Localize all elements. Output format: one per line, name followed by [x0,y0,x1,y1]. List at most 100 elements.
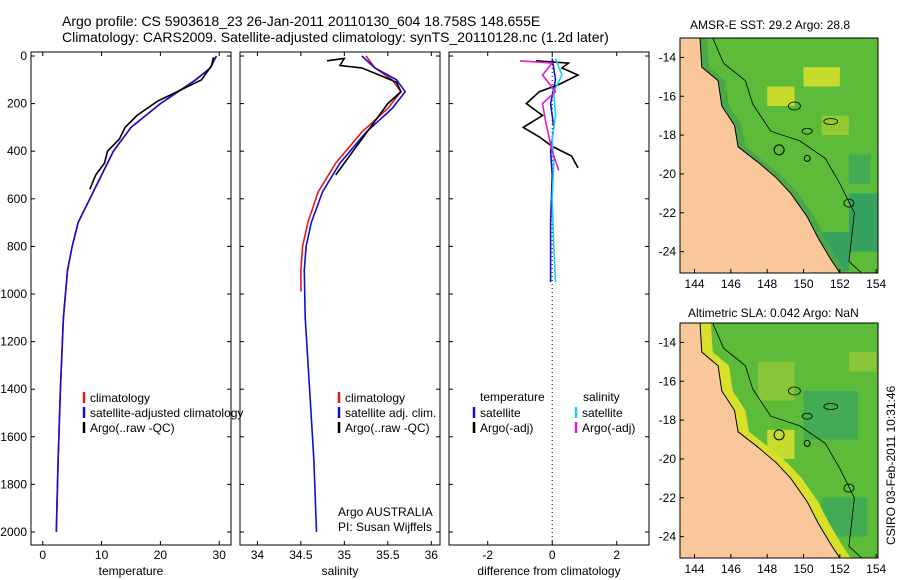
secondary-marker [803,439,811,447]
y-tick-label: 800 [7,239,27,253]
colour-patch [848,193,878,252]
colour-patch [758,361,795,401]
map-frame [679,37,879,274]
legend-item-argo: Argo(..raw -QC) [90,421,175,435]
lat-tick-label: -18 [659,413,677,427]
panel-frame-2 [239,51,441,546]
legend-heading-salinity: salinity [583,390,620,404]
lat-tick-label: -14 [659,335,677,349]
lat-tick-label: -14 [659,50,677,64]
y-tick-label: 600 [7,192,27,206]
reef-outline [788,386,801,396]
legend-item-satellite: satellite-adjusted climatology [90,406,243,420]
sst-map-title: AMSR-E SST: 29.2 Argo: 28.8 [690,18,851,32]
plot-title-line2: Climatology: CARS2009. Satellite-adjuste… [62,29,609,45]
lon-tick-label: 150 [794,277,814,291]
lon-tick-label: 152 [830,277,850,291]
colour-patch [821,115,849,136]
secondary-marker [803,154,811,162]
legend-item-sal-satellite: satellite [582,406,623,420]
x-tick-label: 34.5 [289,548,313,562]
argo-position-marker [773,144,785,156]
legend-item-climatology: climatology [345,391,405,405]
y-tick-label: 1600 [0,430,27,444]
x-tick-label: 20 [154,548,168,562]
panel-frame-1 [30,51,232,546]
legend-item-satellite: satellite adj. clim. [345,406,436,420]
lat-tick-label: -18 [659,128,677,142]
reef-outline [788,101,801,111]
reef-outline [823,118,839,125]
lat-tick-label: -16 [659,89,677,103]
lon-tick-label: 146 [721,562,741,576]
lat-tick-label: -16 [659,374,677,388]
reef-outline [843,483,855,493]
series-line-argo---raw--qc- [89,57,215,190]
lat-tick-label: -24 [659,530,677,544]
y-tick-label: 1800 [0,477,27,491]
sla-map [680,323,878,558]
y-tick-label: 0 [20,49,27,63]
plot-title-line1: Argo profile: CS 5903618_23 26-Jan-2011 … [62,13,541,29]
series-line-climatology [300,55,402,292]
legend-item-climatology: climatology [90,391,150,405]
x-axis-label: difference from climatology [477,564,620,578]
land-area [680,323,841,558]
legend-item-temp-satellite: satellite [480,406,521,420]
sst-map [680,38,878,273]
x-axis-label: salinity [322,564,359,578]
panel-frame-3 [448,51,650,546]
lon-tick-label: 154 [866,562,886,576]
x-tick-label: 30 [213,548,227,562]
colour-patch [848,154,871,184]
series-line-satellite [551,58,563,283]
colour-patch [803,390,859,440]
lon-tick-label: 152 [830,562,850,576]
map-frame [679,322,879,559]
y-tick-label: 1200 [0,335,27,349]
y-tick-label: 1000 [0,287,27,301]
y-tick-label: 2000 [0,525,27,539]
legend-item-argo: Argo(..raw -QC) [345,421,430,435]
lat-tick-label: -20 [659,452,677,466]
reef-outline [843,198,855,208]
series-line-satellite-adj--clim- [303,55,407,533]
lat-tick-label: -22 [659,491,677,505]
series-line-argo---raw--qc- [326,57,402,176]
colour-patch [767,86,795,106]
reef-outline [801,412,813,420]
lon-tick-label: 144 [685,562,705,576]
land-area [680,38,841,273]
x-tick-label: 2 [613,548,620,562]
lon-tick-label: 154 [866,277,886,291]
lat-tick-label: -20 [659,167,677,181]
reef-outline [801,127,813,135]
x-tick-label: 35 [338,548,352,562]
lon-tick-label: 150 [794,562,814,576]
depth-contour [712,323,862,558]
x-tick-label: 35.5 [376,548,400,562]
legend-heading-temperature: temperature [480,390,545,404]
x-axis-label: temperature [99,564,164,578]
y-tick-label: 200 [7,97,27,111]
lon-tick-label: 146 [721,277,741,291]
series-line-satellite [549,58,557,283]
legend-item-sal-argo: Argo(-adj) [582,421,635,435]
x-tick-label: 36 [425,548,439,562]
lon-tick-label: 144 [685,277,705,291]
series-line-argo--adj- [519,60,560,171]
colour-patch [803,67,840,87]
lon-tick-label: 148 [757,277,777,291]
x-tick-label: 34 [251,548,265,562]
argo-position-marker [773,429,785,441]
lat-tick-label: -22 [659,206,677,220]
depth-contour [712,38,862,273]
lat-tick-label: -24 [659,245,677,259]
colour-patch [848,352,877,372]
x-tick-label: 0 [549,548,556,562]
y-tick-label: 400 [7,144,27,158]
x-tick-label: 10 [95,548,109,562]
lon-tick-label: 148 [757,562,777,576]
sla-map-title: Altimetric SLA: 0.042 Argo: NaN [688,306,859,320]
